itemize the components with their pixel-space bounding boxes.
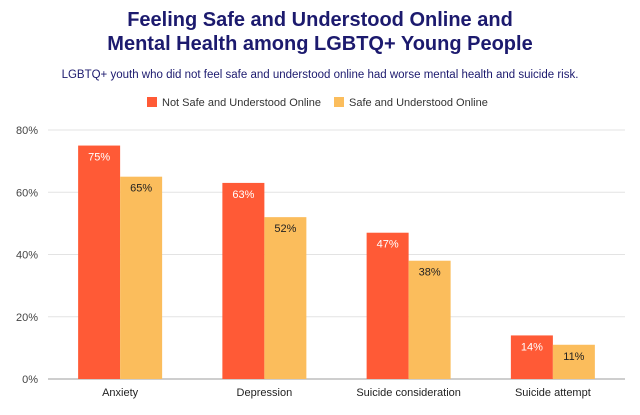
x-tick-label: Suicide attempt bbox=[515, 387, 591, 399]
data-label: 63% bbox=[232, 189, 254, 201]
bar bbox=[120, 176, 163, 379]
y-tick-label: 60% bbox=[16, 187, 38, 199]
x-tick-label: Anxiety bbox=[102, 387, 139, 399]
bar bbox=[264, 217, 307, 379]
bar bbox=[366, 232, 409, 379]
data-label: 47% bbox=[377, 239, 399, 251]
chart-title-line-2: Mental Health among LGBTQ+ Young People bbox=[107, 33, 533, 55]
bar bbox=[408, 260, 451, 379]
x-tick-label: Suicide consideration bbox=[356, 387, 461, 399]
chart-title: Feeling Safe and Understood Online and M… bbox=[0, 8, 640, 56]
bar bbox=[78, 145, 121, 379]
data-label: 52% bbox=[274, 223, 296, 235]
legend-label: Safe and Understood Online bbox=[349, 97, 488, 109]
y-tick-label: 20% bbox=[16, 312, 38, 324]
legend-label: Not Safe and Understood Online bbox=[162, 97, 321, 109]
x-tick-label: Depression bbox=[237, 387, 293, 399]
data-label: 14% bbox=[521, 341, 543, 353]
data-label: 38% bbox=[419, 267, 441, 279]
y-tick-label: 0% bbox=[22, 374, 38, 386]
data-label: 65% bbox=[130, 183, 152, 195]
legend-swatch bbox=[147, 97, 157, 107]
data-label: 75% bbox=[88, 152, 110, 164]
data-label: 11% bbox=[563, 351, 584, 363]
y-tick-label: 40% bbox=[16, 250, 38, 262]
bar bbox=[222, 182, 265, 379]
legend-swatch bbox=[334, 97, 344, 107]
bar bbox=[552, 344, 595, 379]
y-tick-label: 80% bbox=[16, 125, 38, 137]
chart-title-line-1: Feeling Safe and Understood Online and bbox=[127, 9, 513, 31]
bar bbox=[510, 335, 553, 379]
chart-subtitle: LGBTQ+ youth who did not feel safe and u… bbox=[61, 69, 579, 81]
